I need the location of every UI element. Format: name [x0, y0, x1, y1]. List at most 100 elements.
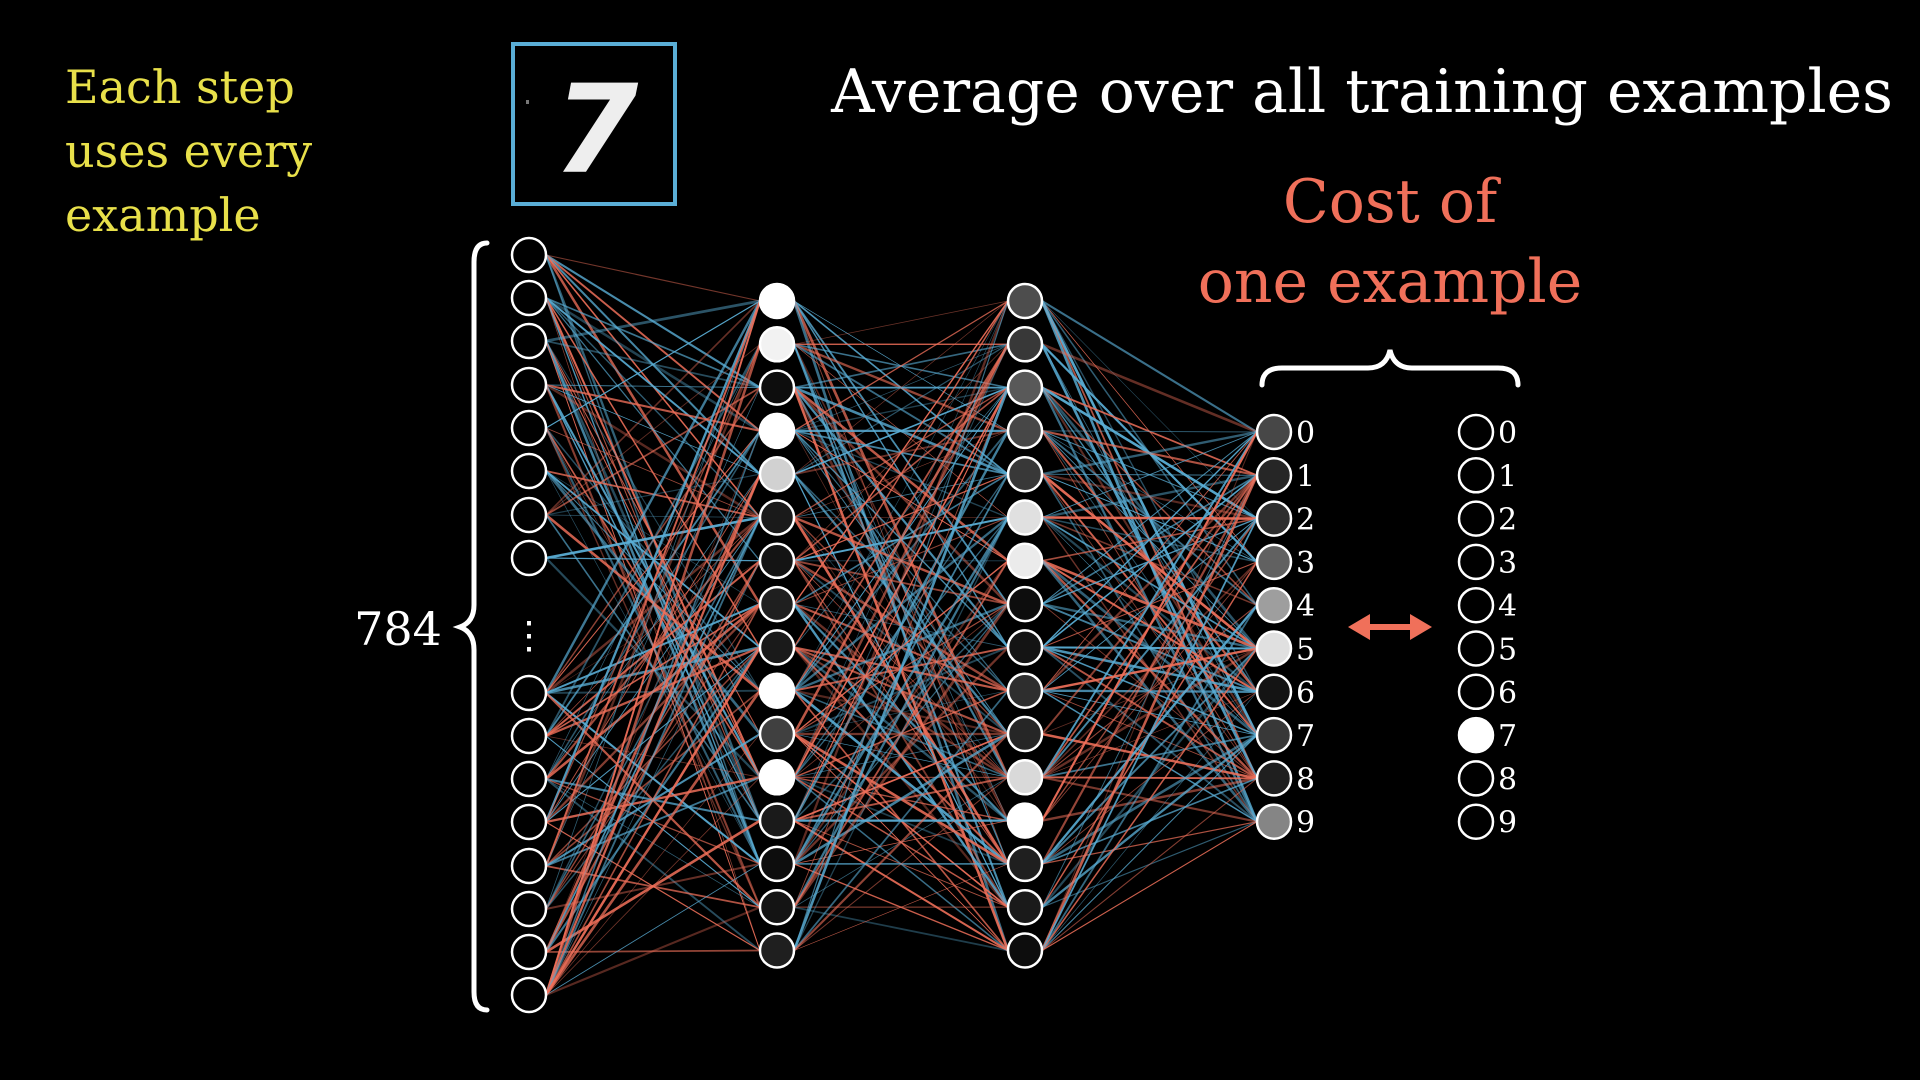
target-digit-label: 2 — [1498, 503, 1517, 538]
input-brace — [452, 240, 490, 1013]
target-neuron — [1457, 543, 1495, 581]
target-neuron — [1457, 760, 1495, 797]
edge-hidden2-output — [1041, 474, 1258, 692]
output-digit-label: 5 — [1296, 633, 1315, 668]
compare-arrow-left-head — [1348, 614, 1370, 640]
edge-hidden1-hidden2 — [793, 300, 1009, 778]
output-digit-label: 3 — [1296, 546, 1315, 581]
edge-hidden1-hidden2 — [793, 386, 1009, 432]
digit-labels: 0 1 2 3 4 5 6 7 8 9 0 1 2 3 4 5 6 7 8 9 — [1296, 416, 1517, 841]
edge-input-hidden1 — [544, 343, 762, 996]
input-neuron — [510, 322, 548, 360]
edge-hidden2-output — [1041, 516, 1258, 650]
hidden1-neuron — [758, 715, 796, 753]
edge-hidden1-hidden2 — [793, 344, 1009, 821]
edge-input-hidden1 — [544, 689, 762, 996]
edge-hidden1-hidden2 — [793, 387, 1009, 778]
output-digit-label: 1 — [1296, 459, 1315, 494]
output-digit-label: 7 — [1296, 719, 1315, 754]
edge-input-hidden1 — [545, 300, 761, 996]
hidden1-neuron — [758, 932, 796, 969]
edge-hidden2-output — [1041, 648, 1258, 951]
sample-digit: 7 — [554, 59, 639, 201]
edge-hidden2-output — [1041, 474, 1258, 865]
edge-input-hidden1 — [545, 300, 761, 867]
target-digit-label: 0 — [1498, 416, 1517, 451]
input-neuron — [510, 976, 548, 1014]
edge-hidden1-hidden2 — [793, 733, 1009, 952]
output-digit-label: 6 — [1296, 676, 1315, 711]
output-digit-label: 9 — [1296, 806, 1315, 841]
target-digit-label: 5 — [1498, 633, 1517, 668]
edge-hidden1-hidden2 — [792, 300, 1010, 865]
edge-input-hidden1 — [545, 603, 761, 996]
edge-hidden2-output — [1041, 431, 1258, 518]
input-neuron — [510, 409, 548, 447]
hidden2-neuron — [1006, 499, 1044, 536]
edge-input-hidden1 — [545, 473, 761, 910]
edge-hidden2-output — [1041, 431, 1258, 778]
edge-input-hidden1 — [545, 517, 761, 996]
input-neuron — [510, 933, 548, 971]
edge-hidden1-hidden2 — [793, 300, 1009, 951]
edge-input-hidden1 — [545, 300, 761, 516]
edge-input-hidden1 — [545, 777, 761, 996]
hidden1-neuron — [758, 326, 796, 363]
target-digit-label: 4 — [1498, 589, 1517, 624]
cost-brace — [1259, 349, 1521, 388]
edge-input-hidden1 — [544, 473, 762, 996]
edge-hidden2-output — [1041, 431, 1258, 822]
input-neuron — [510, 496, 548, 534]
target-neuron — [1457, 673, 1495, 711]
output-digit-label: 4 — [1296, 589, 1315, 624]
target-digit-label: 7 — [1498, 719, 1517, 754]
output-neuron — [1255, 760, 1293, 797]
hidden2-neuron — [1006, 845, 1044, 883]
edge-hidden1-hidden2 — [793, 733, 1009, 778]
edge-input-hidden1 — [545, 430, 761, 953]
edge-hidden2-output — [1041, 431, 1258, 691]
hidden1-neuron — [758, 369, 796, 406]
edge-hidden1-hidden2 — [793, 690, 1009, 952]
edge-hidden2-output — [1041, 517, 1258, 778]
edge-input-hidden1 — [544, 646, 762, 996]
edge-hidden2-output — [1041, 518, 1258, 951]
output-neuron — [1255, 716, 1293, 754]
output-neuron — [1255, 500, 1293, 537]
target-digit-label: 6 — [1498, 676, 1517, 711]
edge-hidden1-hidden2 — [793, 776, 1009, 951]
target-digit-label: 1 — [1498, 459, 1517, 494]
hidden1-neuron — [758, 585, 796, 623]
hidden2-neuron — [1006, 715, 1044, 753]
hidden1-neuron — [758, 282, 796, 320]
edge-hidden2-output — [1041, 300, 1258, 433]
edge-input-hidden1 — [545, 254, 761, 302]
hidden2-neuron — [1006, 629, 1044, 666]
edge-input-hidden1 — [544, 300, 762, 694]
edge-hidden2-output — [1041, 604, 1258, 951]
output-neuron — [1255, 413, 1293, 451]
hidden1-neuron — [758, 455, 796, 493]
edge-input-hidden1 — [545, 387, 761, 694]
edge-input-hidden1 — [545, 300, 761, 910]
hidden1-neuron — [758, 759, 796, 796]
edge-hidden1-hidden2 — [793, 343, 1009, 475]
edge-hidden2-output — [1041, 431, 1258, 605]
hidden2-neuron — [1006, 542, 1044, 580]
input-neuron — [510, 760, 548, 798]
input-neuron — [510, 674, 548, 712]
input-neuron — [510, 366, 548, 404]
compare-arrow-right-head — [1410, 614, 1432, 640]
hidden2-neuron — [1006, 759, 1044, 796]
edge-hidden1-hidden2 — [793, 646, 1009, 865]
edge-input-hidden1 — [545, 470, 761, 519]
edge-hidden1-hidden2 — [792, 387, 1010, 951]
edge-hidden2-output — [1041, 475, 1258, 908]
target-neuron — [1457, 630, 1495, 667]
edge-hidden1-hidden2 — [793, 343, 1009, 692]
weight-edges — [544, 254, 1259, 996]
side-note-line-2: uses every — [65, 124, 312, 178]
hidden2-neuron — [1006, 326, 1044, 363]
edge-input-hidden1 — [545, 733, 761, 996]
input-count-label: 784 — [354, 602, 442, 656]
